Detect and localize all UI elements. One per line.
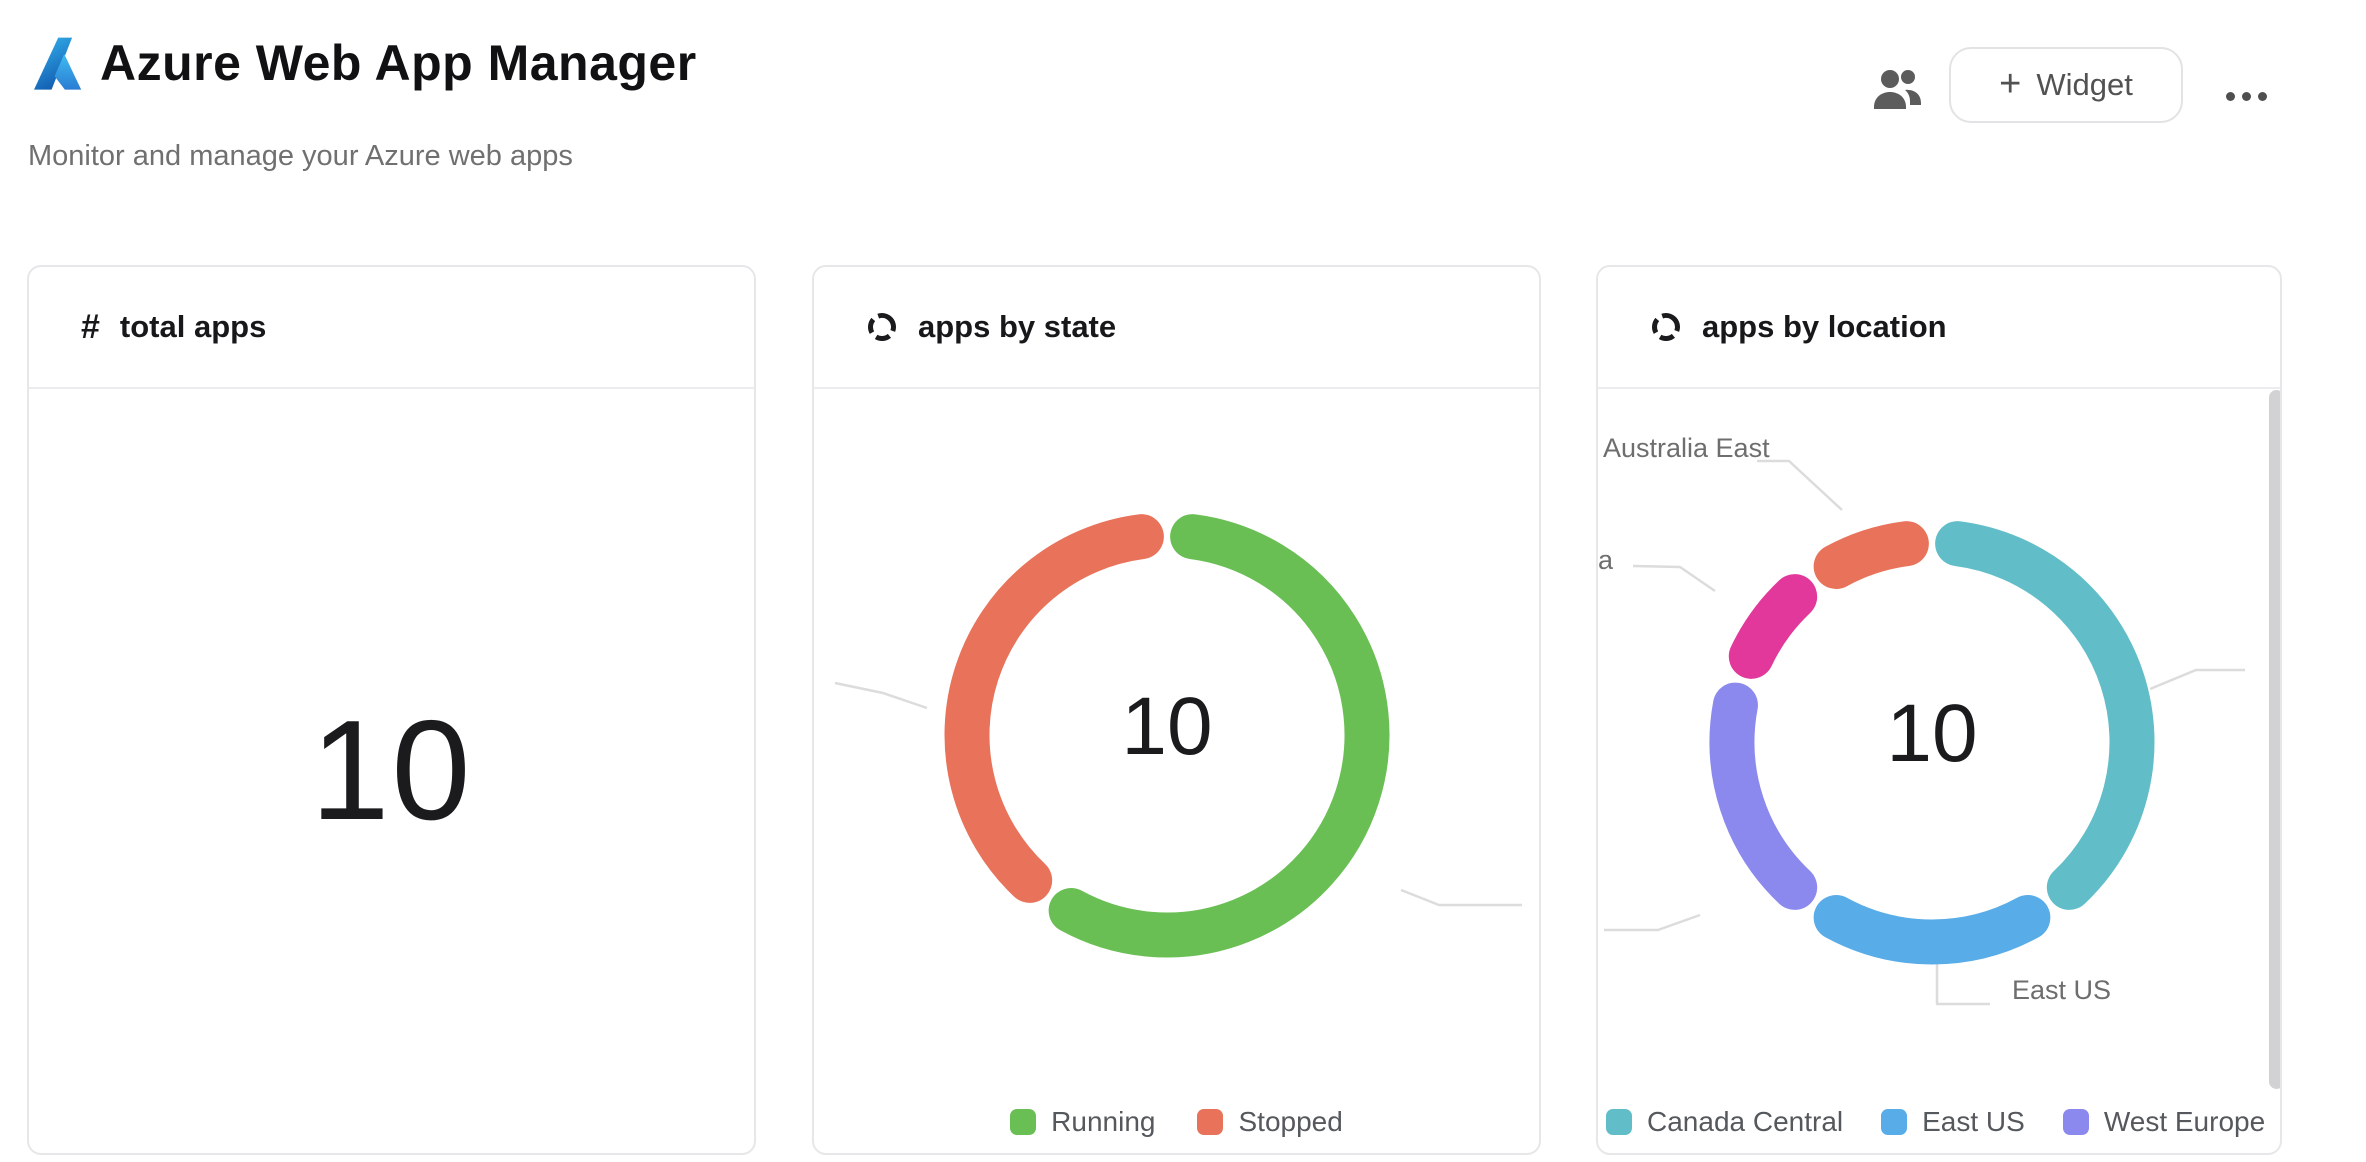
callout-label-clipped: a (1598, 545, 1614, 575)
legend-item-running[interactable]: Running (1010, 1106, 1155, 1138)
apps-by-state-center-value: 10 (1121, 681, 1213, 772)
donut-segment-a[interactable] (1728, 574, 1818, 679)
dot-icon (2258, 92, 2267, 101)
users-icon[interactable] (1872, 66, 1922, 112)
legend-swatch (1197, 1109, 1224, 1135)
card-apps-by-location-header: apps by location (1598, 267, 2280, 389)
hash-icon: # (81, 307, 100, 346)
donut-segment-east-us[interactable] (1813, 895, 2051, 965)
azure-logo (34, 37, 82, 90)
scrollbar-thumb[interactable] (2269, 390, 2280, 1089)
plus-icon: + (1999, 62, 2022, 105)
callout-label-east-us: East US (2012, 975, 2112, 1005)
page-title: Azure Web App Manager (100, 35, 697, 91)
apps-by-location-center-value: 10 (1886, 688, 1978, 779)
leader-line (1632, 564, 1716, 593)
leader-line (1935, 960, 1990, 1006)
apps-by-location-legend: Canada Central East US West Europe (1598, 1097, 2280, 1147)
donut-segment-stopped[interactable] (944, 514, 1164, 903)
donut-chart-icon (1652, 313, 1680, 341)
apps-by-state-legend: Running Stopped (814, 1097, 1539, 1147)
card-apps-by-state-header: apps by state (814, 267, 1539, 389)
legend-label: East US (1922, 1106, 2025, 1137)
total-apps-value: 10 (310, 691, 473, 850)
legend-swatch (2062, 1109, 2089, 1135)
donut-segment-australia-east[interactable] (1813, 521, 1929, 589)
card-title: apps by location (1702, 309, 1947, 344)
dot-icon (2242, 92, 2251, 101)
card-total-apps: # total apps 10 (27, 265, 756, 1155)
legend-label: Canada Central (1647, 1106, 1844, 1137)
leader-line (1757, 459, 1843, 511)
legend-swatch (1010, 1109, 1037, 1135)
more-options-button[interactable] (2220, 86, 2273, 107)
legend-item-stopped[interactable]: Stopped (1197, 1106, 1343, 1138)
card-apps-by-location: apps by location 10 Australia East a Eas… (1596, 265, 2282, 1155)
legend-label: Running (1051, 1106, 1156, 1137)
callout-label-australia-east: Australia East (1603, 433, 1770, 463)
card-title: apps by state (918, 309, 1117, 344)
legend-item-west-europe[interactable]: West Europe (2062, 1106, 2266, 1138)
leader-line (834, 681, 928, 710)
apps-by-state-donut-chart (834, 514, 1522, 958)
header-actions: + Widget (1846, 0, 2366, 150)
donut-chart-icon (868, 313, 896, 341)
legend-label: West Europe (2103, 1106, 2266, 1137)
add-widget-label: Widget (2036, 67, 2133, 102)
donut-segment-canada-central[interactable] (1935, 521, 2155, 910)
header: Azure Web App Manager (28, 34, 697, 92)
legend-item-canada-central[interactable]: Canada Central (1606, 1106, 1843, 1138)
leader-line (2149, 668, 2245, 691)
leader-line (1400, 888, 1522, 907)
leader-line (1604, 913, 1701, 932)
legend-swatch (1606, 1109, 1632, 1135)
dot-icon (2226, 92, 2235, 101)
card-apps-by-state: apps by state 10 Running Stopped (812, 265, 1541, 1155)
add-widget-button[interactable]: + Widget (1949, 47, 2183, 123)
page-subtitle: Monitor and manage your Azure web apps (28, 140, 573, 172)
legend-swatch (1881, 1109, 1908, 1135)
legend-label: Stopped (1238, 1106, 1343, 1137)
donut-segment-running[interactable] (1048, 514, 1390, 958)
card-total-apps-header: # total apps (29, 267, 754, 389)
card-title: total apps (119, 309, 267, 344)
donut-segment-west-europe[interactable] (1709, 682, 1818, 910)
legend-item-east-us[interactable]: East US (1881, 1106, 2025, 1138)
card-total-apps-body: 10 (29, 389, 754, 1153)
apps-by-location-donut-chart (1604, 459, 2245, 1006)
